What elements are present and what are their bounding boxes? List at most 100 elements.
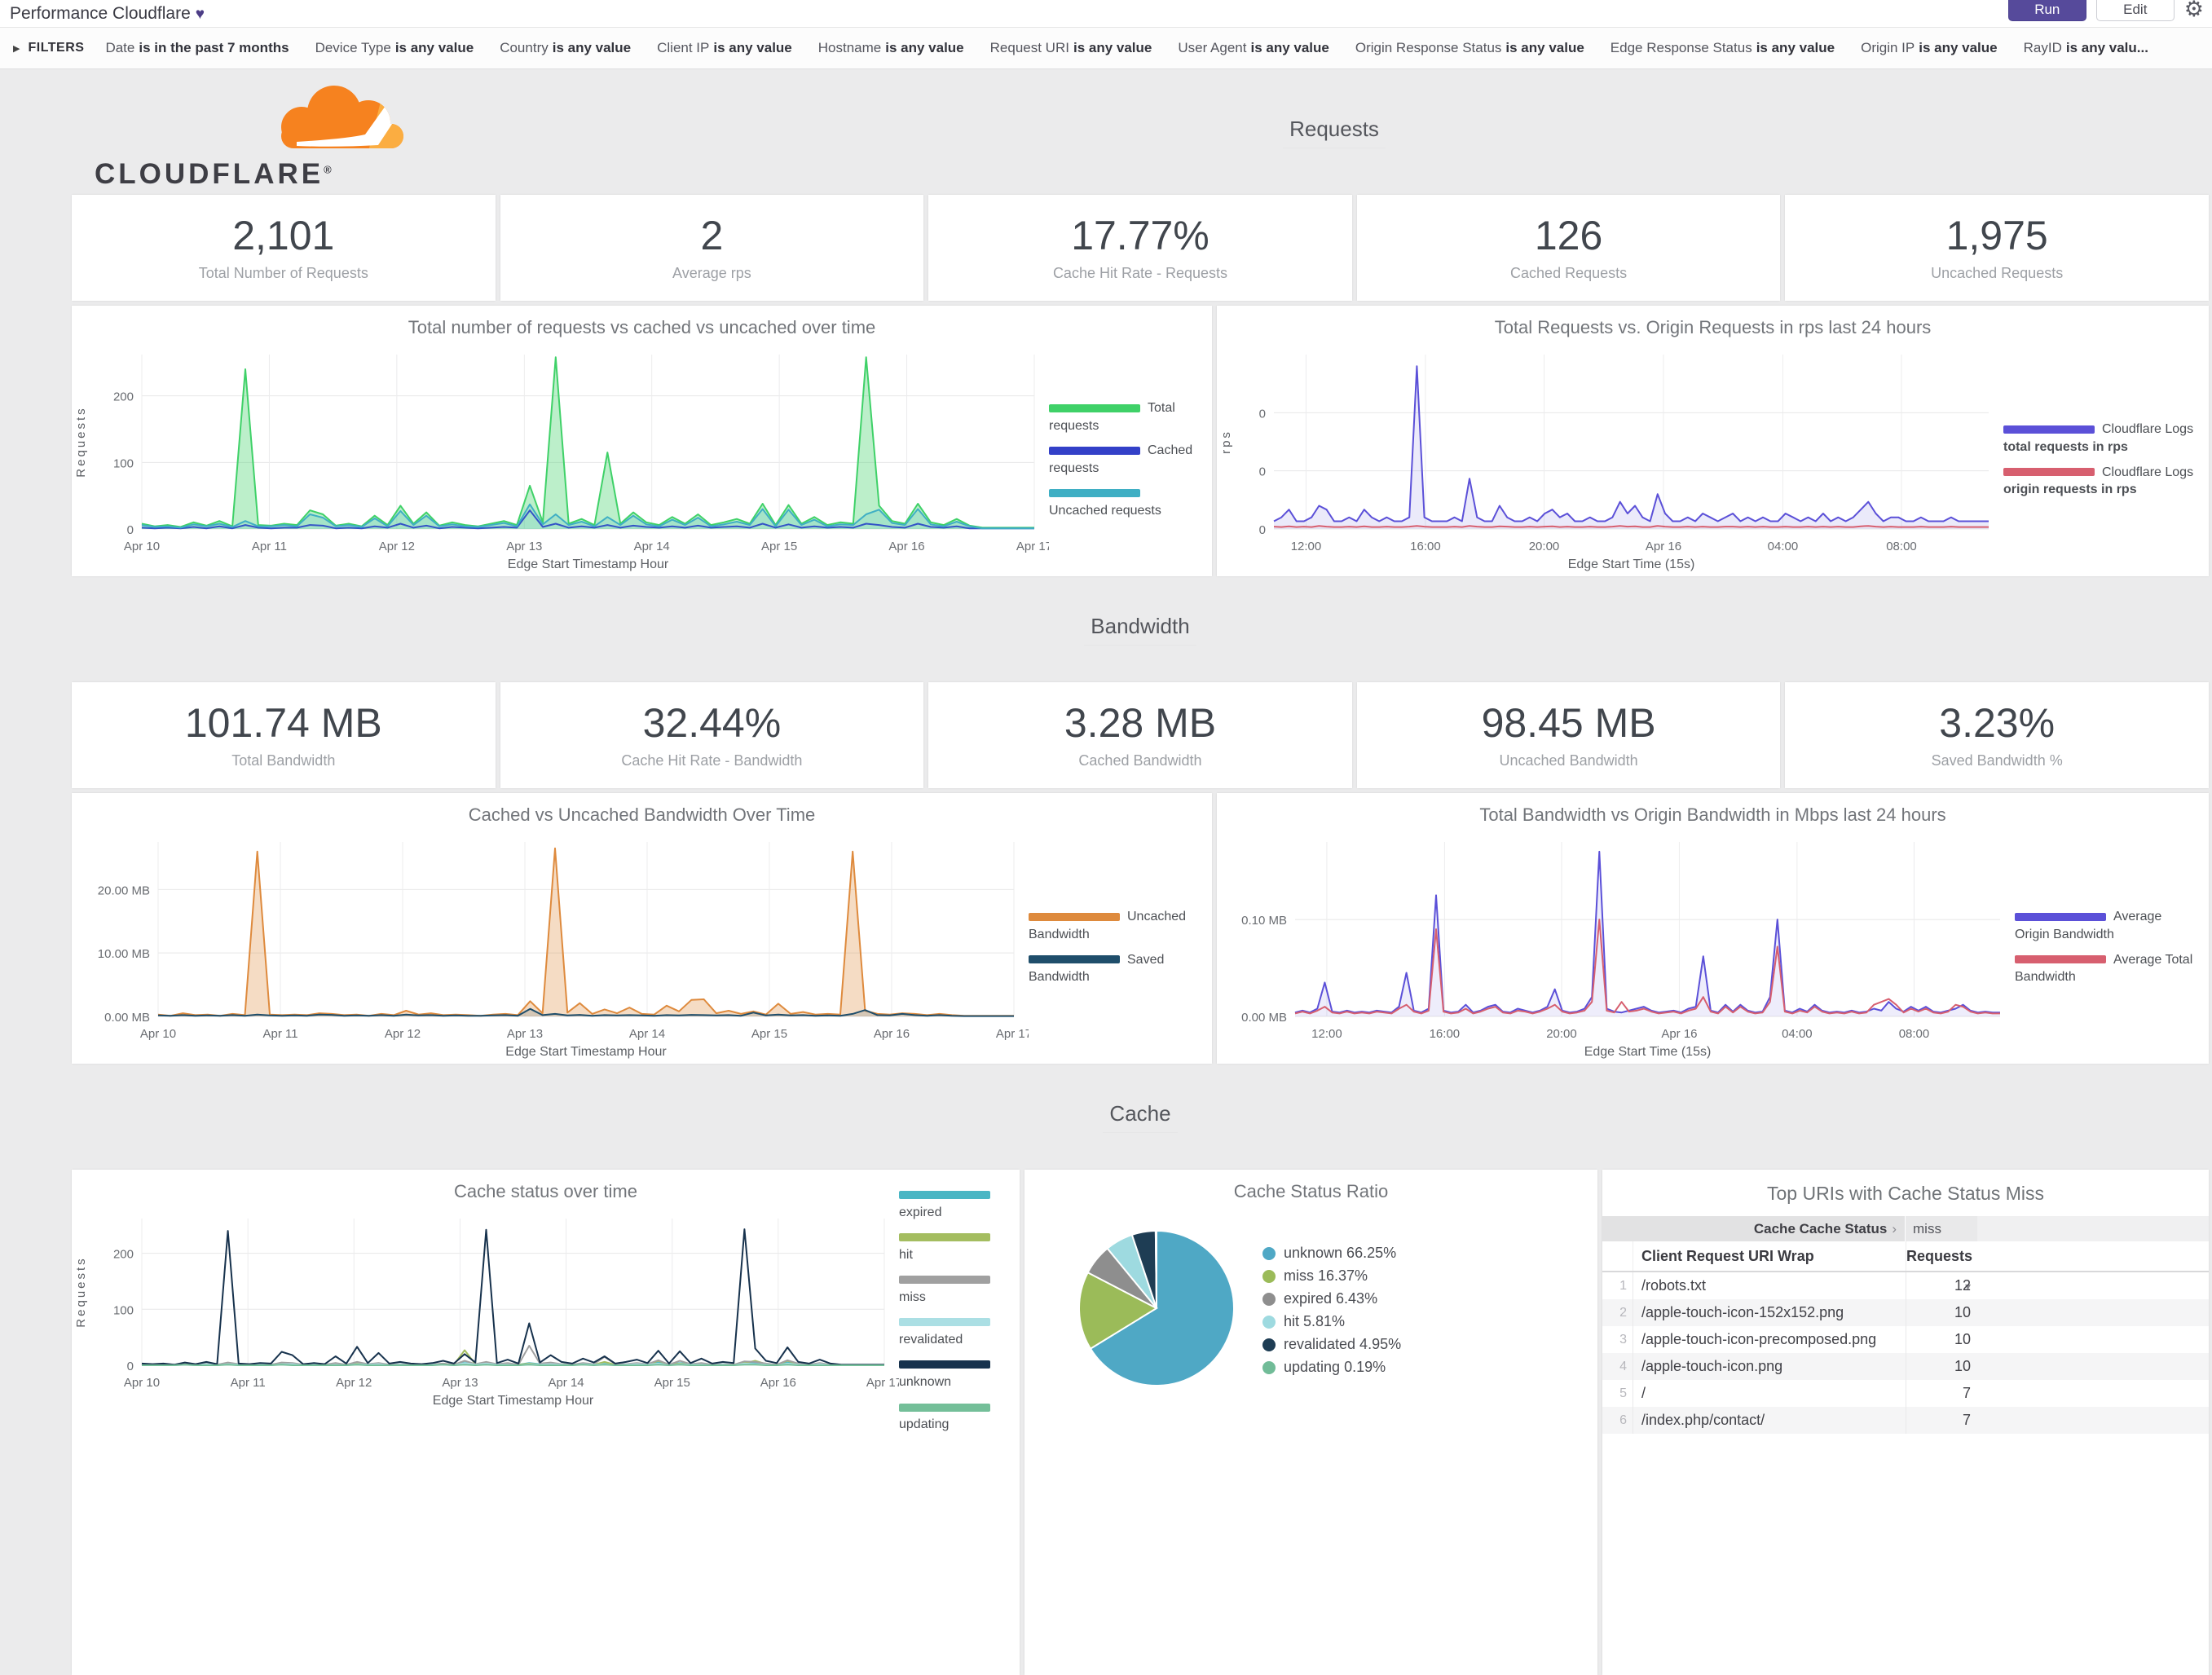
table-row[interactable]: 2/apple-touch-icon-152x152.png 10 <box>1602 1299 2209 1326</box>
legend-item[interactable]: updating <box>899 1399 1008 1434</box>
chart-legend: Uncached Bandwidth Saved Bandwidth <box>1029 831 1212 1064</box>
svg-text:Apr 16: Apr 16 <box>760 1376 796 1390</box>
pie-legend-dot <box>1262 1292 1276 1306</box>
svg-text:Edge Start Timestamp Hour: Edge Start Timestamp Hour <box>433 1394 594 1408</box>
pie-legend-item[interactable]: revalidated 4.95% <box>1262 1336 1401 1353</box>
legend-item[interactable]: expired <box>899 1186 1008 1221</box>
legend-swatch <box>2003 468 2095 477</box>
svg-text:08:00: 08:00 <box>1886 540 1917 553</box>
svg-text:Apr 13: Apr 13 <box>507 1027 543 1041</box>
svg-text:04:00: 04:00 <box>1768 540 1799 553</box>
cache-status-plot[interactable]: 0 100 200 Apr 10 Apr 11 Apr 12 Apr 13 Apr 14 Apr… <box>72 1207 902 1413</box>
svg-text:Apr 14: Apr 14 <box>629 1027 665 1041</box>
legend-swatch <box>2015 913 2106 922</box>
legend-item[interactable]: Cloudflare Logs total requests in rps <box>2003 422 2194 454</box>
page-title-text: Performance Cloudflare <box>10 4 191 23</box>
legend-item[interactable]: Cloudflare Logs origin requests in rps <box>2003 465 2194 497</box>
legend-item[interactable]: Saved Bandwidth <box>1029 952 1165 985</box>
legend-item[interactable]: hit <box>899 1228 1008 1263</box>
svg-text:12:00: 12:00 <box>1291 540 1322 553</box>
table-row[interactable]: 3/apple-touch-icon-precomposed.png 10 <box>1602 1326 2209 1353</box>
svg-text:Apr 11: Apr 11 <box>252 540 287 553</box>
row-number: 2 <box>1602 1299 1633 1326</box>
kpi-label: Cache Hit Rate - Bandwidth <box>621 752 803 769</box>
kpi-tile: 98.45 MB Uncached Bandwidth <box>1356 682 1781 788</box>
svg-text:Requests: Requests <box>74 406 88 477</box>
heart-icon: ♥ <box>195 6 205 23</box>
table-header-row: Client Request URI Wrap Requests ▾ <box>1602 1241 2209 1293</box>
cloudflare-wordmark: CLOUDFLARE® <box>95 157 332 190</box>
cloudflare-logo: CLOUDFLARE® <box>72 74 455 190</box>
top-uris-table: Cache Cache Status › miss Client Request UR… <box>1602 1216 2209 1434</box>
run-button[interactable]: Run <box>2007 0 2086 21</box>
svg-text:10.00 MB: 10.00 MB <box>98 947 150 961</box>
table-row[interactable]: 5 / 7 <box>1602 1380 2209 1407</box>
svg-text:Apr 10: Apr 10 <box>124 540 160 553</box>
filter-item[interactable]: Request URI is any value <box>989 40 1152 55</box>
chart-legend: Total requests Cached requests Uncached re… <box>1049 343 1212 576</box>
legend-swatch <box>1049 447 1140 456</box>
row-number: 3 <box>1602 1326 1633 1353</box>
filter-item[interactable]: Date is in the past 7 months <box>105 40 289 55</box>
table-row[interactable]: 4/apple-touch-icon.png 10 <box>1602 1353 2209 1380</box>
pie-legend-item[interactable]: miss 16.37% <box>1262 1267 1401 1285</box>
cache-ratio-pie[interactable] <box>1075 1227 1238 1394</box>
pie-legend-item[interactable]: hit 5.81% <box>1262 1313 1401 1330</box>
legend-item[interactable]: Uncached Bandwidth <box>1029 910 1187 941</box>
pivot-field-label[interactable]: Cache Cache Status › <box>1602 1216 1906 1241</box>
kpi-tile: 17.77% Cache Hit Rate - Requests <box>928 195 1352 301</box>
pie-legend-item[interactable]: expired 6.43% <box>1262 1290 1401 1307</box>
row-number: 4 <box>1602 1353 1633 1380</box>
filter-item[interactable]: RayID is any valu... <box>2023 40 2148 55</box>
svg-text:20:00: 20:00 <box>1529 540 1560 553</box>
filter-item[interactable]: Country is any value <box>500 40 632 55</box>
svg-text:16:00: 16:00 <box>1430 1027 1461 1041</box>
requests-over-time-plot[interactable]: 0 100 200 Apr 10 Apr 11 Apr 12 Apr 13 Apr 14 Apr… <box>72 343 1052 576</box>
filter-item[interactable]: Device Type is any value <box>315 40 474 55</box>
legend-item[interactable]: miss <box>899 1271 1008 1306</box>
svg-text:Apr 11: Apr 11 <box>262 1027 297 1041</box>
legend-swatch <box>899 1360 990 1369</box>
svg-text:Apr 17: Apr 17 <box>996 1027 1029 1041</box>
edit-button[interactable]: Edit <box>2095 0 2175 21</box>
table-row[interactable]: 1/robots.txt 12 <box>1602 1272 2209 1299</box>
filters-expander-icon[interactable]: ▶ <box>13 43 20 54</box>
chart-bandwidth-over-time: Cached vs Uncached Bandwidth Over Time 0… <box>72 793 1212 1064</box>
legend-swatch <box>899 1276 990 1285</box>
kpi-tile: 2 Average rps <box>500 195 924 301</box>
column-header-requests[interactable]: Requests ▾ <box>1906 1241 1977 1293</box>
chart-title: Cache Status Ratio <box>1233 1181 1389 1201</box>
row-number: 6 <box>1602 1407 1633 1434</box>
legend-item[interactable]: unknown <box>899 1356 1008 1391</box>
pie-legend-item[interactable]: updating 0.19% <box>1262 1359 1401 1376</box>
pie-legend-item[interactable]: unknown 66.25% <box>1262 1245 1401 1262</box>
table-row[interactable]: 6/index.php/contact/7 <box>1602 1407 2209 1434</box>
bandwidth-last-24h-plot[interactable]: 0.00 MB 0.10 MB 12:00 16:00 20:00 Apr 16 04:00… <box>1217 831 2015 1064</box>
chart-title: Total number of requests vs cached vs un… <box>408 317 876 337</box>
filter-item[interactable]: Client IP is any value <box>657 40 792 55</box>
requests-kpi-row: 2,101 Total Number of Requests 2 Average rp… <box>72 195 2209 301</box>
legend-item[interactable]: revalidated <box>899 1314 1008 1349</box>
column-header-uri[interactable]: Client Request URI Wrap <box>1641 1248 1814 1264</box>
cell-requests: 7 <box>1906 1407 1977 1434</box>
kpi-label: Uncached Bandwidth <box>1499 752 1638 769</box>
cell-uri: /index.php/contact/ <box>1641 1412 1765 1428</box>
svg-text:0: 0 <box>1259 523 1266 537</box>
legend-item[interactable]: Average Origin Bandwidth <box>2015 910 2162 941</box>
filter-item[interactable]: User Agent is any value <box>1178 40 1329 55</box>
svg-text:Apr 11: Apr 11 <box>231 1376 266 1390</box>
legend-swatch <box>1049 403 1140 412</box>
legend-item[interactable]: Total requests <box>1049 401 1175 433</box>
kpi-tile: 1,975 Uncached Requests <box>1785 195 2209 301</box>
legend-item[interactable]: Uncached requests <box>1049 485 1201 520</box>
filter-item[interactable]: Hostname is any value <box>817 40 964 55</box>
chart-rps-last-24h: Total Requests vs. Origin Requests in rp… <box>1217 306 2209 576</box>
filter-item[interactable]: Origin IP is any value <box>1861 40 1998 55</box>
rps-last-24h-plot[interactable]: 0 0 0 12:00 16:00 20:00 Apr 16 04:00 08:00 rps Edg… <box>1217 343 2003 576</box>
filter-item[interactable]: Origin Response Status is any value <box>1355 40 1584 55</box>
filter-item[interactable]: Edge Response Status is any value <box>1610 40 1835 55</box>
gear-icon[interactable]: ⚙ <box>2183 0 2204 21</box>
bandwidth-over-time-plot[interactable]: 0.00 MB 10.00 MB 20.00 MB Apr 10 Apr 11 Apr 1… <box>72 831 1032 1064</box>
legend-item[interactable]: Cached requests <box>1049 443 1193 475</box>
legend-item[interactable]: Average Total Bandwidth <box>2015 952 2193 985</box>
